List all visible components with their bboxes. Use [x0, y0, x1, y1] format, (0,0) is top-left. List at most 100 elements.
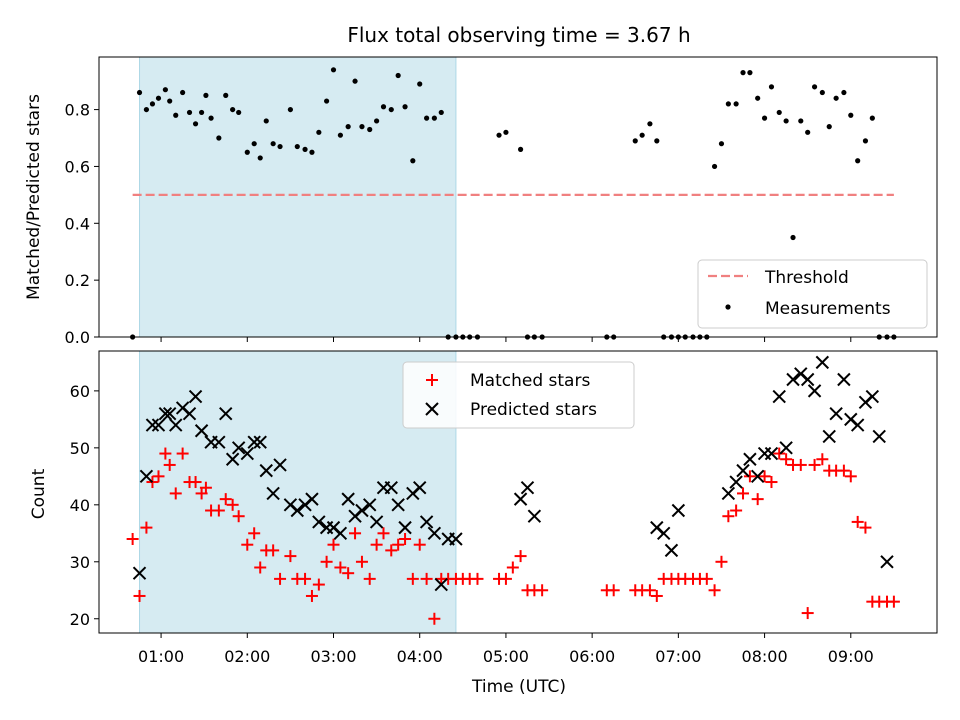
measurement-point: [208, 115, 214, 121]
x-axis-ticks: 01:00 02:00 03:00 04:00 05:00 06:00 07:00 08:00…: [138, 647, 874, 666]
matched-point: [536, 584, 549, 597]
predicted-point-b: [786, 372, 800, 387]
measurement-point: [783, 118, 789, 124]
predicted-point-b: [333, 526, 348, 541]
predicted-point: [850, 418, 865, 432]
measurement-point: [223, 92, 229, 98]
predicted-point: [169, 418, 183, 432]
predicted-point-b: [721, 486, 736, 501]
predicted-point-b: [312, 515, 326, 529]
predicted-point-b: [844, 412, 858, 427]
predicted-point-b: [656, 526, 671, 541]
predicted-point-b: [253, 435, 267, 449]
predicted-point-b: [240, 446, 254, 461]
matched-point: [299, 572, 312, 585]
matched-point: [499, 572, 512, 585]
matched-point: [176, 447, 189, 460]
matched-point: [226, 498, 239, 511]
predicted-point: [815, 355, 830, 370]
predicted-point-b: [427, 526, 442, 541]
predicted-point-b: [259, 463, 273, 478]
predicted-point: [312, 515, 326, 529]
measurement-point: [270, 141, 276, 147]
predicted-point-b: [151, 418, 166, 432]
measurement-point: [352, 78, 358, 84]
predicted-point-b: [355, 503, 369, 518]
matched-point: [751, 493, 764, 506]
predicted-point: [139, 469, 154, 484]
predicted-point-b: [807, 384, 822, 398]
matched-point: [650, 589, 663, 602]
matched-point: [385, 544, 398, 557]
predicted-point: [822, 429, 836, 444]
y-tick-label-bottom: 30: [70, 553, 90, 572]
matched-point: [715, 555, 728, 568]
measurement-point: [149, 101, 156, 107]
measurement-point: [402, 104, 408, 110]
measurement-point: [841, 89, 847, 96]
matched-point: [737, 487, 750, 500]
measurement-point: [725, 101, 731, 107]
legend-bottom: Matched stars Predicted stars: [402, 361, 635, 429]
measurement-point: [740, 70, 746, 76]
legend-bottom-frame: [402, 361, 635, 429]
predicted-point-b: [290, 503, 304, 518]
matched-point: [607, 584, 620, 597]
matched-point: [126, 533, 139, 545]
measurement-point: [155, 95, 162, 101]
measurement-point: [798, 118, 804, 124]
y-tick-label-bottom: 60: [70, 382, 90, 401]
measurement-point: [503, 129, 509, 135]
measurement-point: [203, 92, 209, 98]
measurement-point: [654, 138, 660, 144]
matched-point: [708, 584, 721, 597]
predicted-point: [729, 475, 743, 489]
x-tick-label: 07:00: [655, 647, 701, 666]
predicted-point-b: [434, 577, 448, 592]
predicted-point-b: [391, 498, 405, 512]
measurement-point: [417, 81, 423, 87]
measurement-point: [826, 124, 832, 130]
predicted-point: [266, 486, 280, 501]
measurement-point: [790, 234, 796, 241]
predicted-point: [656, 526, 671, 541]
measurement-point: [776, 109, 782, 116]
predicted-point: [333, 526, 348, 541]
predicted-point: [837, 372, 851, 387]
y-tick-label-top: 0.6: [65, 157, 90, 176]
predicted-point-b: [449, 532, 463, 546]
predicted-point-b: [139, 469, 154, 484]
x-tick-label: 01:00: [138, 647, 184, 666]
predicted-point-b: [872, 429, 886, 444]
matched-point: [305, 589, 318, 602]
predicted-point-b: [283, 498, 298, 512]
legend-top-frame: [697, 259, 928, 329]
measurement-point: [236, 109, 242, 116]
predicted-point-b: [231, 441, 246, 455]
measurement-point: [733, 101, 739, 107]
predicted-point-b: [175, 401, 190, 415]
matched-point: [284, 550, 297, 563]
matched-point: [334, 561, 347, 574]
matched-point: [152, 470, 165, 483]
measurement-point: [324, 98, 330, 104]
predicted-point: [162, 406, 177, 421]
matched-point: [312, 578, 325, 591]
measurement-point: [367, 126, 373, 133]
x-tick-label: 03:00: [310, 647, 356, 666]
predicted-point: [880, 555, 894, 569]
matched-point: [794, 458, 807, 471]
chart-title: Flux total observing time = 3.67 h: [347, 23, 690, 47]
predicted-point: [743, 452, 757, 466]
predicted-point: [800, 372, 815, 387]
measurement-point: [517, 146, 524, 152]
predicted-point: [151, 418, 166, 432]
predicted-point: [786, 372, 800, 387]
measurement-point: [330, 67, 337, 73]
measurement-point: [496, 132, 502, 138]
predicted-point-b: [736, 463, 750, 478]
predicted-point: [772, 389, 786, 404]
y-axis-label-bottom: Count: [29, 468, 49, 519]
matched-point: [700, 572, 713, 585]
matched-point: [808, 458, 821, 471]
